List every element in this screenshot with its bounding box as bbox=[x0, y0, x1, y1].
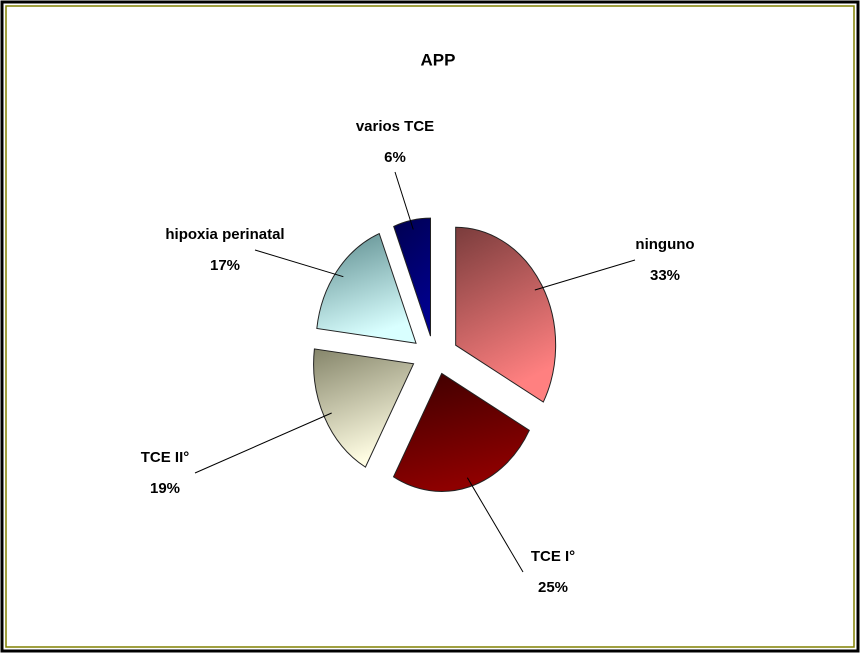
leader-line bbox=[534, 259, 636, 291]
pie-slice bbox=[316, 232, 417, 344]
pie-slice bbox=[313, 348, 415, 468]
chart-title: APP bbox=[421, 50, 456, 69]
slice-value-label: 19% bbox=[150, 480, 180, 497]
leader-line bbox=[394, 171, 414, 230]
leader-line bbox=[194, 412, 332, 474]
frame-inner bbox=[5, 5, 855, 648]
pie-slice bbox=[392, 372, 530, 492]
slice-label: TCE II° bbox=[141, 449, 190, 466]
slice-label: hipoxia perinatal bbox=[165, 226, 284, 243]
slice-label: ninguno bbox=[635, 236, 694, 253]
slice-label: TCE I° bbox=[531, 548, 575, 565]
slice-label: varios TCE bbox=[356, 118, 434, 135]
slice-value-label: 33% bbox=[650, 267, 680, 284]
slice-value-label: 25% bbox=[538, 579, 568, 596]
pie-slice bbox=[455, 226, 557, 403]
slice-value-label: 6% bbox=[384, 149, 406, 166]
leader-line bbox=[466, 477, 524, 573]
pie-slice bbox=[393, 217, 432, 337]
leader-line bbox=[254, 249, 344, 278]
slice-value-label: 17% bbox=[210, 257, 240, 274]
